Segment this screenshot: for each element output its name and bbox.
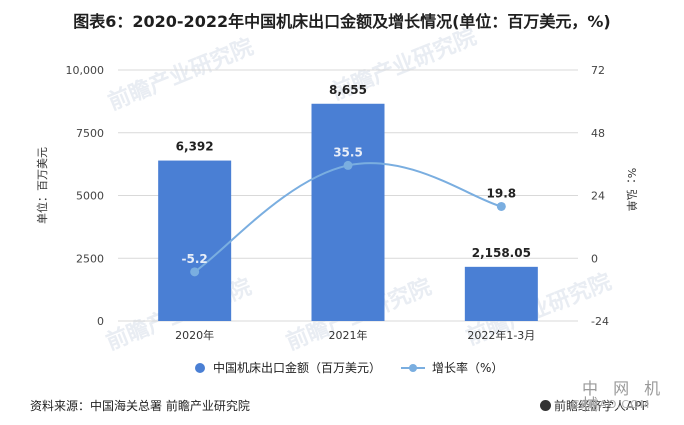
brand-text: 前瞻经济学人APP: [554, 399, 649, 413]
y-tick-label: 2500: [76, 252, 104, 265]
y2-tick-label: 0: [591, 252, 598, 265]
bar-value-label: 8,655: [329, 83, 367, 97]
x-tick-label: 2020年: [175, 328, 214, 342]
y-tick-label: 7500: [76, 127, 104, 140]
growth-point: [190, 267, 200, 277]
legend-label-line: 增长率（%）: [432, 360, 503, 375]
legend-marker-line-dot: [409, 364, 417, 372]
growth-point: [496, 201, 506, 211]
x-tick-label: 2022年1-3月: [467, 328, 535, 342]
brand-logo-icon: [540, 400, 551, 411]
y2-axis-label: %：弘单: [625, 168, 638, 211]
bar: [464, 266, 538, 321]
line-series: -5.2 35.5 19.8: [182, 145, 517, 277]
y2-tick-label: 24: [591, 190, 605, 203]
corner-watermark-url: CKMAO.COM: [572, 398, 651, 411]
chart-title: 图表6：2020-2022年中国机床出口金额及增长情况(单位：百万美元，%): [73, 12, 611, 31]
legend: 中国机床出口金额（百万美元） 增长率（%）: [195, 360, 503, 375]
growth-point: [343, 160, 353, 170]
y-tick-label: 0: [97, 315, 104, 328]
y2-tick-label: -24: [591, 315, 609, 328]
x-tick-label: 2021年: [329, 328, 368, 342]
y2-tick-label: 48: [591, 127, 605, 140]
y2-tick-label: 72: [591, 64, 605, 77]
source-note: 资料来源：中国海关总署 前瞻产业研究院: [30, 399, 250, 413]
legend-label-bar: 中国机床出口金额（百万美元）: [213, 360, 381, 375]
bar: [158, 160, 232, 321]
bar-series: 6,392 8,655 2,158.05: [158, 83, 538, 322]
bar-value-label: 6,392: [176, 140, 214, 154]
axes: 0 2500 5000 7500 10,000 -24 0 24 48 72 2020年 2021年 2…: [35, 64, 638, 342]
growth-value-label: 19.8: [487, 186, 517, 200]
growth-value-label: 35.5: [333, 145, 363, 159]
y-tick-label: 10,000: [66, 64, 105, 77]
bar-value-label: 2,158.05: [472, 246, 531, 260]
y-tick-label: 5000: [76, 190, 104, 203]
y-axis-label: 单位：百万美元: [35, 147, 49, 224]
growth-value-label: -5.2: [182, 252, 208, 266]
legend-marker-bar: [195, 363, 205, 373]
brand-label: 前瞻经济学人APP: [540, 397, 649, 414]
watermark-text: 前瞻产业研究院: [105, 34, 258, 116]
corner-watermark: 中 网 机 械: [582, 379, 666, 414]
bar: [311, 103, 385, 322]
